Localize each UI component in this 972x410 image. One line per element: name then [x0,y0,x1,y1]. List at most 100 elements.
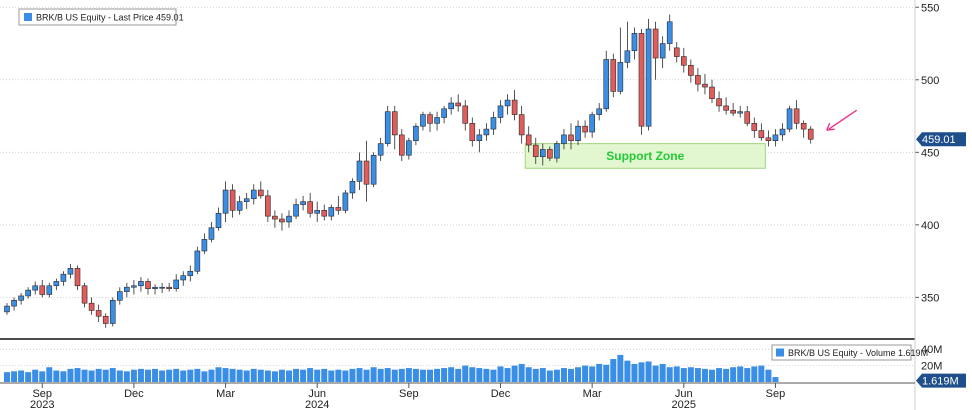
candle [307,192,313,218]
volume-bar [130,369,137,382]
candle [582,120,588,138]
candle-body [532,144,539,157]
candle-body [441,108,447,118]
volume-bar [46,367,53,382]
candle [293,198,299,220]
price-legend-label: BRK/B US Equity - Last Price 459.01 [36,13,184,23]
candle [102,313,109,328]
candle [384,105,391,147]
volume-legend-label: BRK/B US Equity - Volume 1.619M [788,348,928,358]
candle [737,105,744,118]
volume-bar [483,368,490,382]
candle-body [286,215,292,223]
volume-bar [582,365,589,382]
candle-body [236,201,243,211]
volume-bar [638,362,645,382]
candle-body [11,299,17,307]
volume-bar [243,370,250,382]
candle [476,129,483,153]
volume-bar [624,360,631,382]
volume-bar [687,367,694,382]
volume-bar [95,368,102,382]
candle [356,152,363,191]
volume-bar [504,368,511,382]
price-legend[interactable]: BRK/B US Equity - Last Price 459.01 [18,8,184,26]
candle-body [582,125,588,133]
time-tick-month: Jun [675,388,693,400]
candle [702,73,708,95]
candle-body [575,125,581,142]
candle [631,27,638,60]
candle [60,271,67,286]
candle-body [610,59,617,92]
volume-bar [391,369,398,382]
candle-body [554,143,560,159]
candle [518,105,525,144]
candle [575,120,581,146]
volume-bar [568,368,574,382]
volume-bar [293,368,300,382]
volume-legend[interactable]: BRK/B US Equity - Volume 1.619M [771,344,928,361]
candle [610,53,617,98]
candle-body [751,123,758,131]
volume-bar [427,369,433,382]
candle-body [702,83,708,88]
volume-bar [525,367,532,382]
candle [511,89,518,121]
volume-bar [88,370,95,382]
volume-bar [102,369,109,382]
candle-body [109,299,116,324]
candle-body [243,198,250,202]
candle [208,221,215,243]
candle [413,123,419,146]
volume-bar [18,370,25,382]
candle-body [39,285,46,295]
candle [67,264,74,279]
volume-bar [384,368,391,382]
candle-body [737,111,744,114]
candle-body [363,160,370,185]
candle-body [215,212,222,229]
volume-bar [673,366,680,382]
volume-bar [67,368,74,382]
candle-body [420,114,426,127]
candle [300,195,306,211]
volume-bar [765,369,772,382]
candle-body [335,207,342,211]
candle-body [779,128,786,136]
candle [730,102,736,117]
candle-body [786,108,793,130]
candle-body [406,140,412,156]
volume-bar [701,368,708,382]
volume-bar [744,368,751,382]
candle [455,94,462,112]
candle [490,111,497,135]
volume-bar [560,368,567,382]
volume-bar [145,369,151,382]
candle [88,297,95,315]
candle [807,126,814,144]
candle [377,137,384,162]
volume-bar [159,370,166,382]
candle-body [758,130,765,139]
volume-bar [751,366,758,382]
time-tick-month: Sep [766,388,786,400]
candle-body [476,134,483,142]
volume-bar [363,369,370,382]
price-candles [4,14,814,328]
candle-body [680,56,687,66]
volume-bars [4,354,779,382]
volume-bar [25,372,32,382]
candle-body [455,102,462,107]
candle-body [377,143,384,156]
candle [349,178,356,199]
candle-body [659,43,666,59]
candle [81,282,88,308]
candle-body [229,189,236,211]
candle [420,111,426,131]
candle-body [518,114,525,136]
candle [793,100,800,130]
volume-bar [152,368,159,382]
volume-tick-label: 40M [921,344,942,356]
